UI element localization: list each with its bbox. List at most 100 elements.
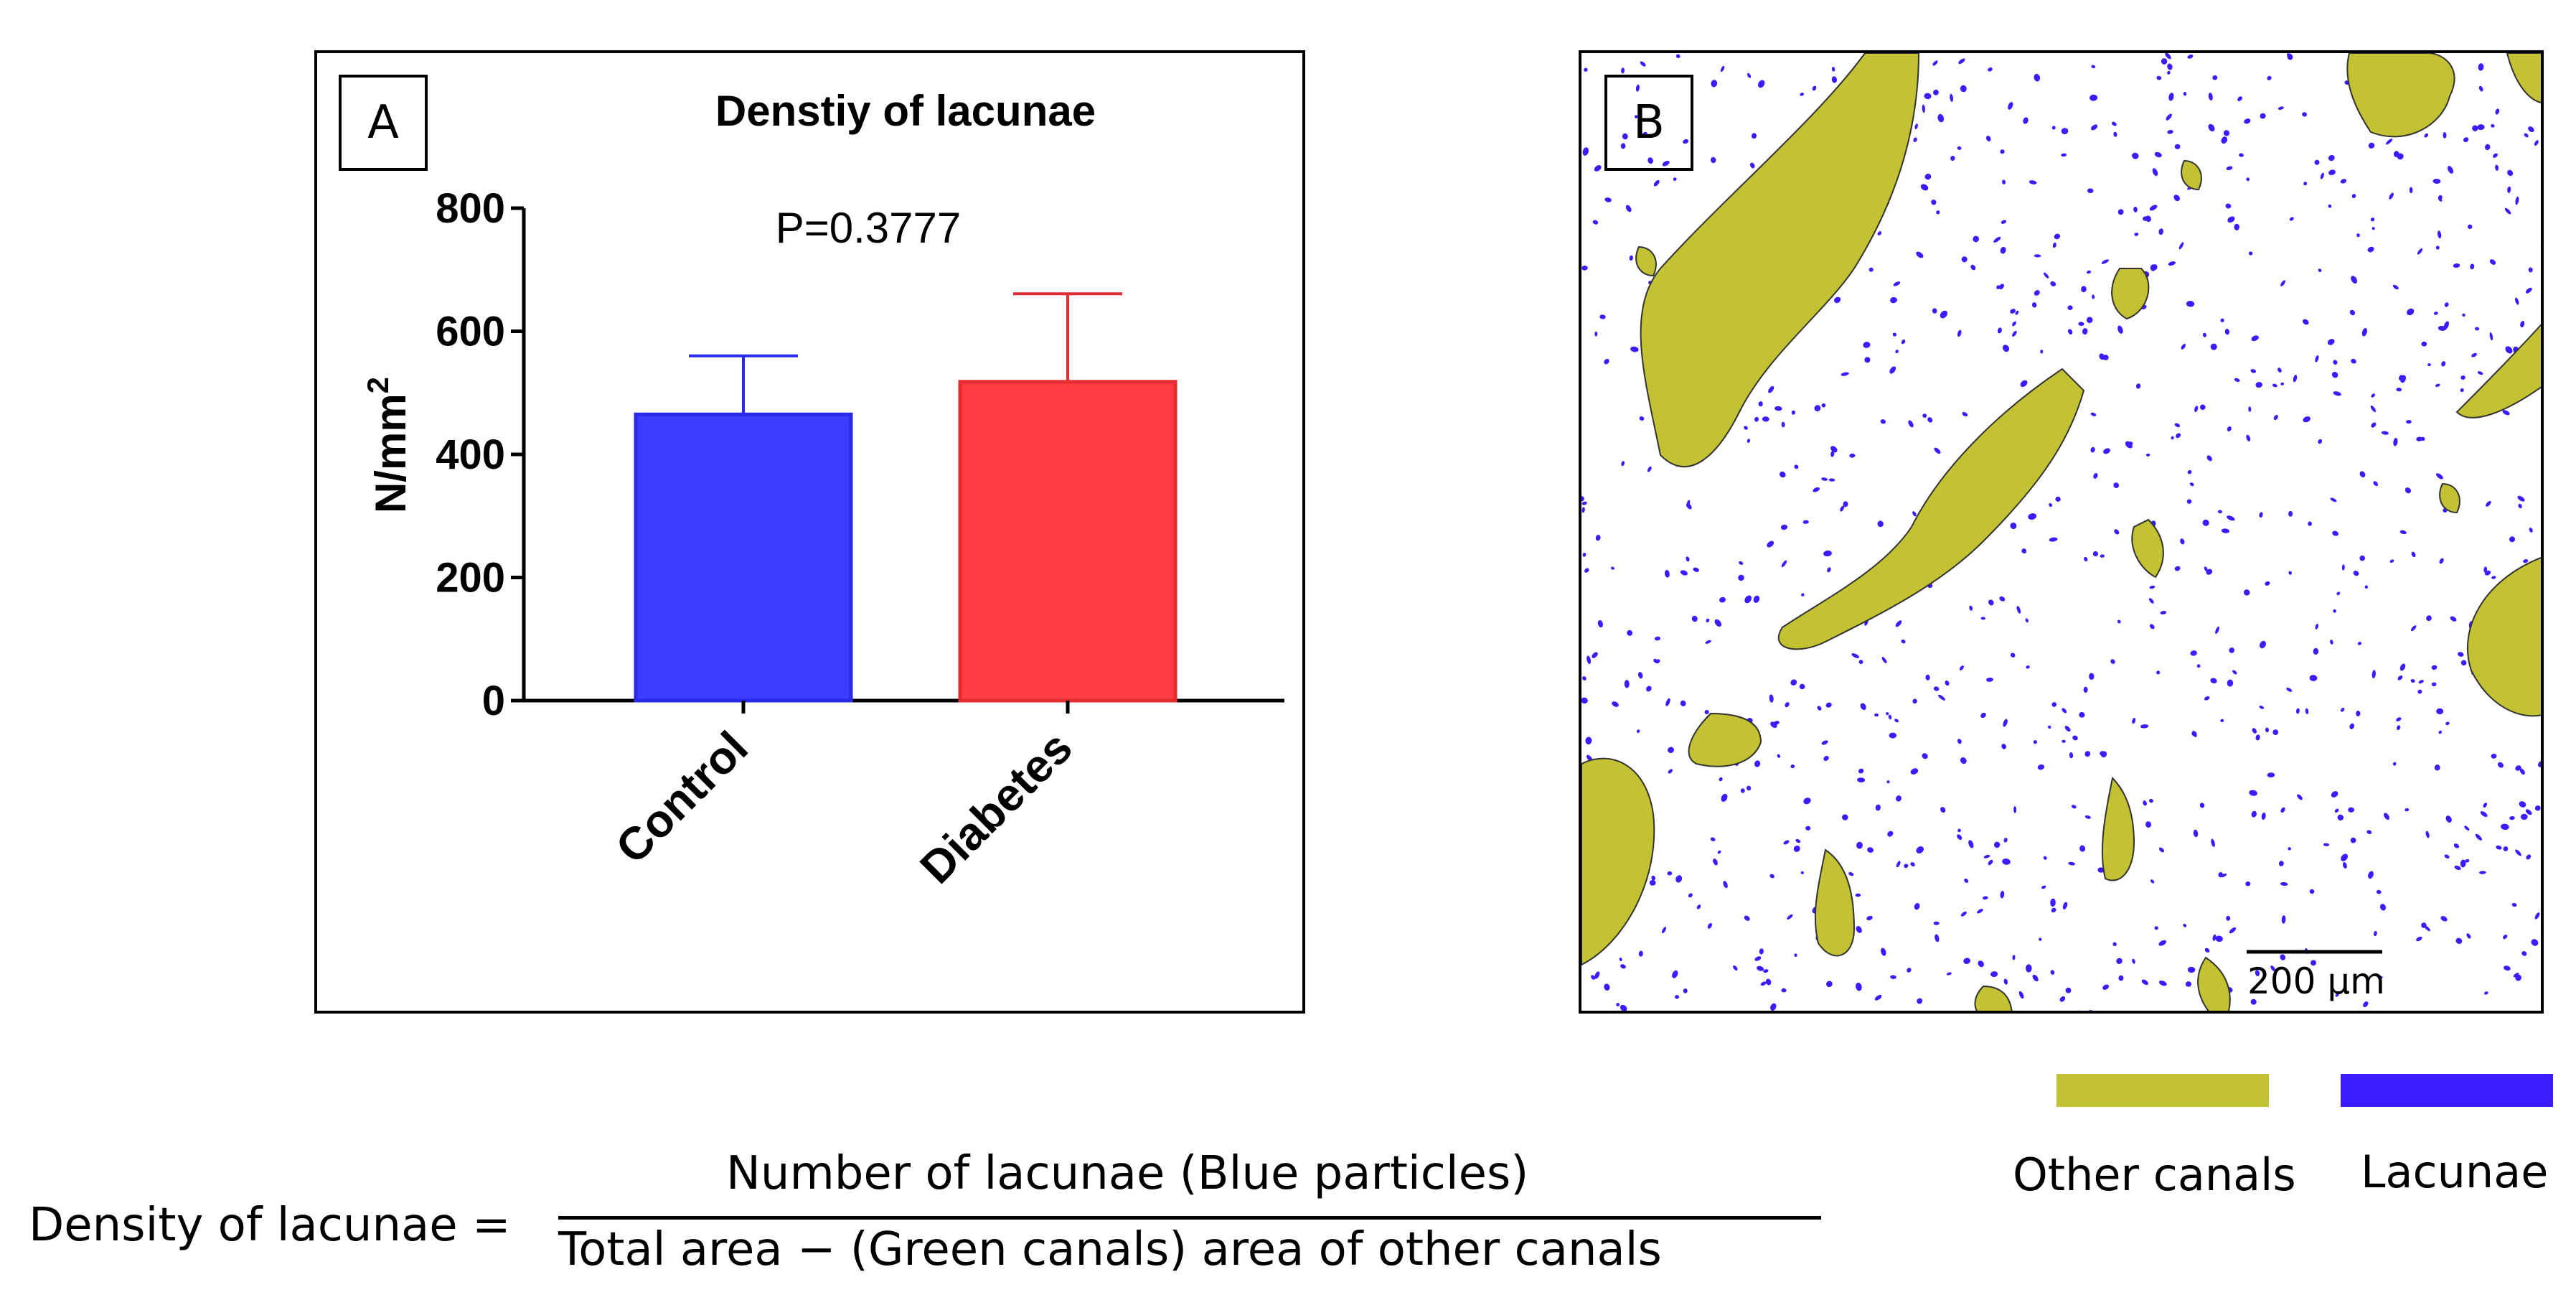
lacuna-particle [2232,670,2237,675]
lacuna-particle [1769,874,1774,879]
lacuna-particle [2417,248,2423,255]
lacuna-particle [1744,915,1750,921]
lacuna-particle [2341,564,2345,571]
lacuna-particle [2328,204,2332,208]
lacuna-particle [1914,123,1918,129]
lacuna-particle [2149,205,2158,211]
lacuna-particle [1753,595,1760,603]
lacuna-particle [2351,358,2356,364]
lacuna-particle [2210,678,2217,684]
lacuna-particle [2251,335,2259,342]
lacuna-particle [1794,953,1797,958]
lacuna-particle [2466,933,2471,939]
lacuna-particle [2305,708,2309,714]
lacuna-particle [1964,878,1969,883]
lacuna-particle [1597,619,1603,628]
lacuna-particle [1754,760,1761,767]
lacuna-particle [2438,730,2443,734]
lacuna-particle [2051,702,2057,707]
lacuna-particle [2386,139,2393,145]
lacuna-particle [2148,798,2153,803]
lacuna-particle [1802,520,1809,524]
lacuna-particle [1963,958,1970,964]
lacuna-particle [1988,599,1994,606]
lacuna-particle [1751,133,1757,139]
lacuna-particle [2047,725,2051,729]
lacuna-particle [1814,405,1821,412]
lacuna-particle [2485,144,2491,151]
lacuna-particle [1795,838,1801,843]
lacuna-particle [2178,242,2184,250]
lacuna-particle [1710,837,1716,841]
lacuna-particle [1830,451,1835,457]
lacuna-particle [1714,619,1721,627]
lacuna-particle [2259,512,2263,518]
lacuna-particle [2409,187,2413,194]
lacuna-particle [2026,964,2032,973]
lacuna-particle [2000,246,2006,254]
lacuna-particle [1997,327,2002,334]
lacuna-particle [2210,343,2217,350]
lacuna-particle [2528,267,2533,273]
lacuna-particle [2399,375,2407,383]
lacuna-particle [1821,477,1828,481]
lacuna-particle [1774,406,1782,411]
lacuna-particle [2255,734,2260,741]
canal-shape [2181,159,2202,191]
lacuna-particle [2217,510,2222,514]
lacuna-particle [1713,859,1718,866]
lacuna-particle [1653,179,1660,187]
lacuna-particle [2483,991,2488,995]
lacuna-particle [2259,640,2267,649]
lacuna-particle [2084,751,2091,757]
lacuna-particle [2376,889,2382,894]
lacuna-particle [1968,840,1974,848]
lacuna-particle [1594,165,1602,172]
lacuna-particle [2418,680,2424,684]
lacuna-particle [1940,807,1946,813]
lacuna-particle [1629,255,1633,261]
lacuna-particle [2356,711,2361,716]
lacuna-particle [2087,188,2094,194]
lacuna-particle [2315,624,2319,630]
lacuna-particle [2542,786,2544,791]
lacuna-particle [2405,487,2412,494]
lacuna-particle [1851,653,1859,658]
lacuna-particle [1616,1003,1620,1006]
lacuna-particle [1763,969,1769,973]
lacuna-particle [2018,991,2024,999]
lacuna-particle [1704,709,1709,715]
lacuna-particle [2079,845,2086,852]
lacuna-particle [1969,605,1973,611]
lacuna-particle [2252,728,2257,734]
lacuna-particle [1581,265,1588,271]
lacuna-particle [2458,652,2464,657]
equation-lhs: Density of lacunae = [29,1199,511,1252]
lacuna-particle [2160,610,2167,615]
lacuna-particle [1925,674,1930,680]
lacuna-particle [2289,217,2294,221]
lacuna-particle [2351,276,2358,284]
lacuna-particle [2079,711,2085,718]
lacuna-particle [2534,805,2541,811]
lacuna-particle [1799,683,1805,690]
lacuna-particle [2043,272,2049,279]
lacuna-particle [2309,675,2318,681]
lacuna-particle [1651,875,1656,881]
lacuna-particle [2118,975,2124,981]
lacuna-particle [1686,556,1690,562]
lacuna-particle [2069,752,2074,759]
lacuna-particle [2462,313,2465,317]
lacuna-particle [2432,178,2441,184]
lacuna-particle [1886,712,1889,716]
lacuna-particle [2520,813,2528,820]
lacuna-particle [2194,406,2199,413]
lacuna-particle [1901,639,1906,644]
lacuna-particle [2374,930,2377,937]
lacuna-particle [2167,130,2173,134]
lacuna-particle [1950,93,1954,102]
canal-shape [2439,482,2460,514]
lacuna-particle [2363,1001,2369,1008]
canal-shape [1688,712,1762,767]
lacuna-particle [2251,810,2257,818]
